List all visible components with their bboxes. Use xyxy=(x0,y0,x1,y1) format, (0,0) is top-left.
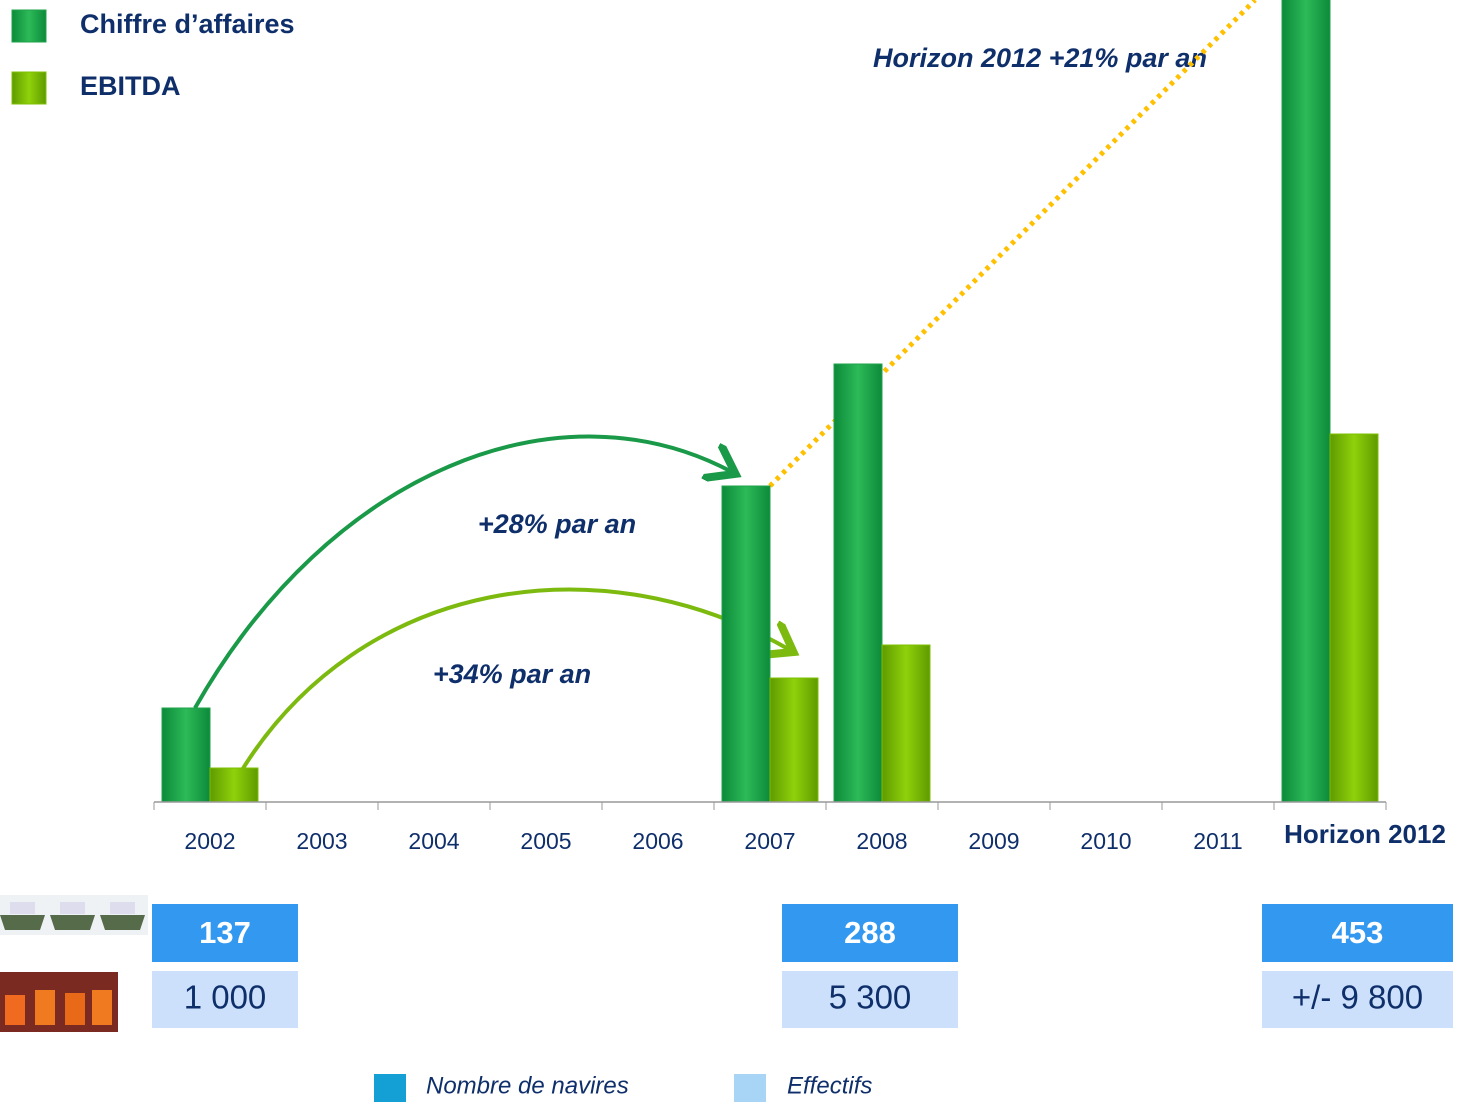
ships-count: 137 xyxy=(199,915,251,950)
staff-count: 1 000 xyxy=(184,979,267,1016)
bar xyxy=(1329,433,1379,803)
ships-count: 288 xyxy=(844,915,896,950)
x-tick-label: 2006 xyxy=(632,828,683,854)
bar xyxy=(721,485,771,803)
legend-label: EBITDA xyxy=(80,71,181,101)
arrow xyxy=(193,434,732,709)
x-tick-label: 2011 xyxy=(1193,828,1242,854)
ships-cell xyxy=(782,904,958,962)
legend-label: Effectifs xyxy=(787,1072,872,1099)
ships-count: 453 xyxy=(1332,915,1384,950)
x-tick-label: 2003 xyxy=(296,828,347,854)
bar xyxy=(161,707,211,803)
x-tick-label: 2004 xyxy=(408,828,459,854)
x-tick-label: 2005 xyxy=(520,828,571,854)
x-tick-label: 2008 xyxy=(856,828,907,854)
legend-swatch xyxy=(734,1074,766,1102)
annotation: Horizon 2012 +21% par an xyxy=(873,43,1207,73)
legend-swatch xyxy=(11,9,47,43)
legend-swatch xyxy=(374,1074,406,1102)
legend-label: Chiffre d’affaires xyxy=(80,9,295,39)
staff-cell xyxy=(782,971,958,1028)
x-tick-label: 2007 xyxy=(744,828,795,854)
arrow xyxy=(240,587,790,772)
trend-line xyxy=(768,0,1257,488)
staff-cell xyxy=(1262,971,1453,1028)
ships-cell xyxy=(1262,904,1453,962)
ships-photo xyxy=(0,895,148,935)
x-tick-label: Horizon 2012 xyxy=(1284,819,1446,849)
legend-swatch xyxy=(11,71,47,105)
annotation: +28% par an xyxy=(478,509,636,539)
staff-count: 5 300 xyxy=(829,979,912,1016)
x-tick-label: 2010 xyxy=(1080,828,1131,854)
x-tick-label: 2002 xyxy=(184,828,235,854)
crew-photo xyxy=(0,972,118,1032)
bar xyxy=(833,363,883,803)
x-tick-label: 2009 xyxy=(968,828,1019,854)
staff-cell xyxy=(152,971,298,1028)
bar xyxy=(209,767,259,803)
bar xyxy=(881,644,931,803)
bar xyxy=(769,677,819,803)
annotation: +34% par an xyxy=(433,659,591,689)
bar xyxy=(1281,0,1331,803)
staff-count: +/- 9 800 xyxy=(1292,979,1423,1016)
ships-cell xyxy=(152,904,298,962)
legend-label: Nombre de navires xyxy=(426,1072,629,1099)
